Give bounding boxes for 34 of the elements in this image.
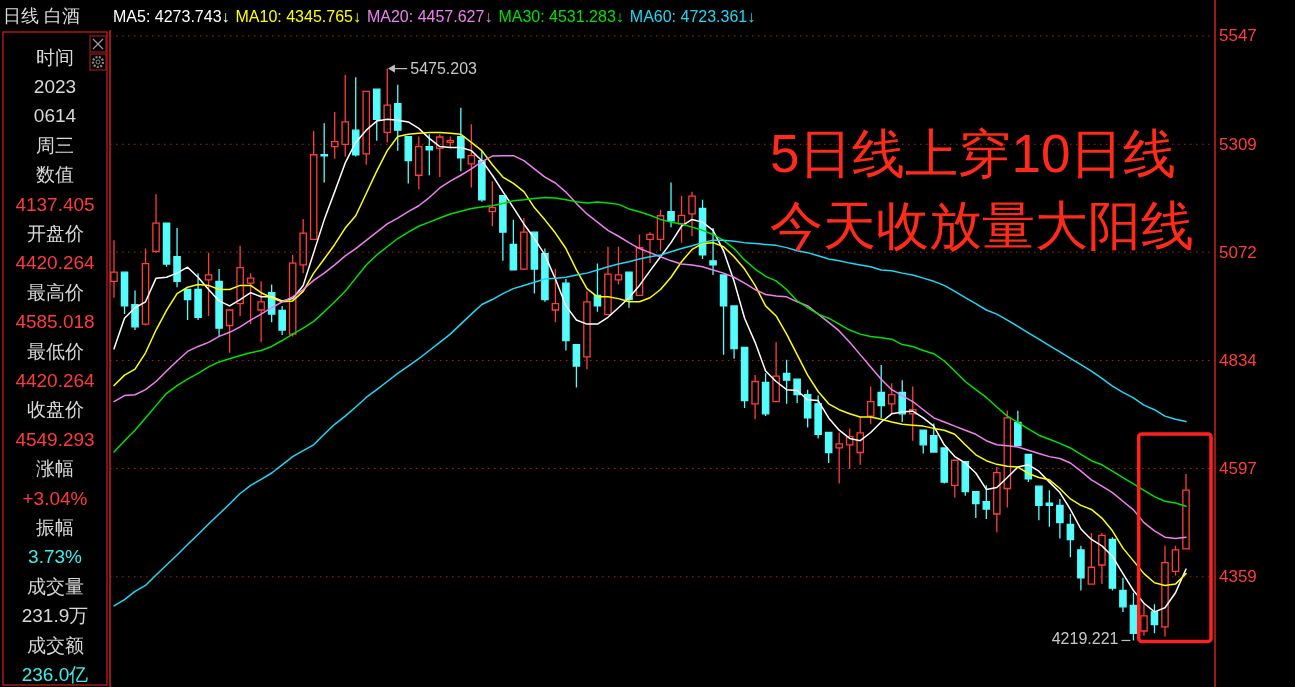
legend: MA5: 4273.743↓ MA10: 4345.765↓ MA20: 4457.627↓ MA30: 4531.283↓ MA60: 4723.361↓ — [113, 8, 756, 25]
y-tick-label: 4834 — [1219, 351, 1257, 371]
label: 周三 — [36, 134, 74, 156]
label: 数值 — [36, 164, 74, 186]
annotation-label: 5日线上穿10日线 — [770, 124, 1177, 183]
label: 振幅 — [36, 516, 74, 538]
label: 4420.264 — [15, 252, 95, 274]
label: 最高价 — [26, 281, 84, 303]
label: 成交量 — [26, 575, 84, 597]
label: 236.0亿 — [21, 663, 89, 685]
label: 成交额 — [26, 634, 84, 656]
y-tick-label: 5547 — [1219, 26, 1257, 46]
label: 0614 — [33, 105, 77, 127]
label: 4549.293 — [15, 428, 95, 450]
label: 4219.221 — [1051, 629, 1119, 647]
label: 231.9万 — [21, 605, 89, 627]
label: 涨幅 — [36, 458, 74, 480]
title: 日线 白酒 — [3, 6, 80, 26]
label: 5475.203 — [410, 60, 477, 78]
label: +3.04% — [22, 487, 88, 509]
label: 最低价 — [26, 340, 84, 362]
annotation-label: 今天收放量大阳线 — [770, 196, 1194, 255]
y-tick-label: 5072 — [1219, 242, 1257, 262]
label: 时间 — [36, 46, 74, 68]
y-tick-label: 5309 — [1219, 134, 1257, 154]
y-tick-label: 4597 — [1219, 458, 1257, 478]
label: 3.73% — [28, 546, 82, 568]
label: 4420.264 — [15, 369, 95, 391]
y-tick-label: 4359 — [1219, 567, 1257, 587]
label: 开盘价 — [26, 222, 84, 244]
label: 4137.405 — [15, 193, 95, 215]
label: 4585.018 — [15, 311, 95, 333]
label: 2023 — [33, 75, 77, 97]
label: 收盘价 — [26, 399, 84, 421]
